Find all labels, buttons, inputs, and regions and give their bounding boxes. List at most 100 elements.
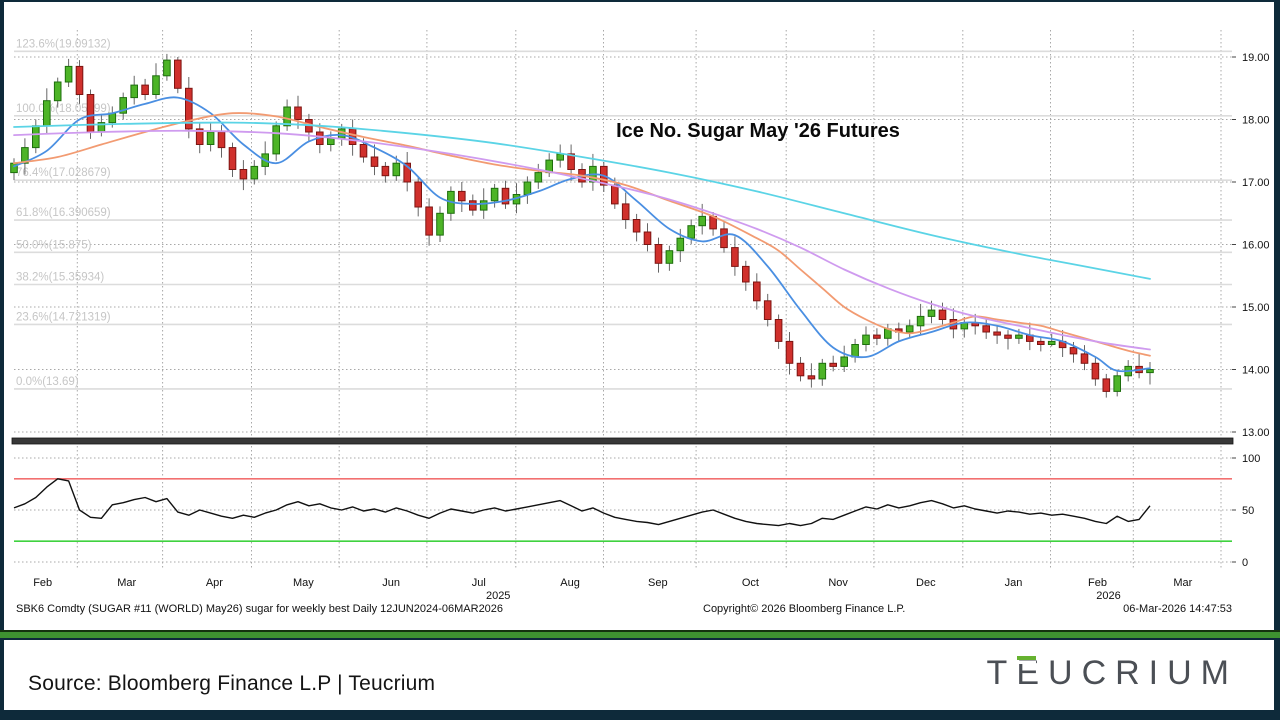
candle-down [239,169,248,180]
candle-up [392,162,401,177]
candle-up [698,215,707,227]
candles-group [10,53,1154,398]
candle-down [621,203,630,220]
candle-up [556,153,565,161]
candle-up [43,100,51,127]
candle-up [665,250,674,264]
fib-label: 0.0%(13.69) [16,376,79,388]
candle-down [458,190,466,202]
month-label: Apr [206,577,223,589]
candle-up [905,325,914,333]
candle-up [1113,375,1122,392]
oscillator-tick-label: 0 [1242,557,1248,569]
price-tick-label: 15.00 [1242,302,1270,314]
candle-down [1004,334,1012,339]
candle-up [283,106,291,127]
candle-down [1080,353,1089,364]
candle-down [1037,340,1045,345]
candle-up [119,97,128,114]
candle-down [1091,362,1100,380]
candle-up [1146,369,1154,374]
candle-down [195,128,204,145]
green-divider-bar [0,630,1280,638]
month-label: Nov [828,577,848,589]
axis-labels-group: 19.00 18.00 17.00 16.00 15.00 14.00 13.00 100 50… [33,52,1269,602]
candle-down [469,200,477,211]
month-label: Jan [1005,577,1023,589]
timestamp-text: 06-Mar-2026 14:47:53 [1123,603,1232,615]
candle-up [1047,340,1056,345]
month-label: Jul [472,577,486,589]
candle-up [337,128,346,139]
year-label: 2026 [1096,590,1120,602]
oscillator-tick-label: 100 [1242,453,1260,465]
moving-averages-group [13,96,1151,373]
footer: Source: Bloomberg Finance L.P | Teucrium… [4,640,1274,710]
candle-down [228,147,237,171]
candle-up [851,344,859,358]
price-tick-label: 19.00 [1242,52,1270,64]
price-tick-label: 16.00 [1242,240,1270,252]
candle-down [763,300,772,320]
candle-up [32,125,40,149]
month-label: Sep [648,577,668,589]
price-tick-label: 18.00 [1242,115,1270,127]
candle-up [152,75,160,96]
candle-up [687,225,696,239]
candle-up [163,59,171,77]
gridlines-group [14,30,1232,570]
candle-up [523,181,532,195]
chart-footnote: SBK6 Comdty (SUGAR #11 (WORLD) May26) su… [16,603,503,615]
month-label: Oct [742,577,759,589]
fib-label: 100.0%(18.05999) [16,103,111,115]
logo-letters-rest: UCRIUM [1048,654,1238,692]
candle-up [21,147,29,164]
candle-up [534,172,543,183]
candle-down [1102,378,1111,392]
ma-line-short-ma [13,96,1151,373]
candle-down [643,231,652,245]
ma-line-longest-ma [13,121,1151,280]
bloomberg-chart-svg: 123.6%(19.09132) 100.0%(18.05999) 76.4%(17… [10,30,1270,615]
month-label: Feb [1088,577,1107,589]
chart-title: Ice No. Sugar May '26 Futures [616,120,900,142]
logo-letter-t: T [986,654,1017,692]
candle-down [632,219,641,233]
candle-down [873,334,881,339]
candle-down [796,362,805,377]
month-label: May [293,577,314,589]
candle-down [654,244,663,264]
candle-up [64,65,73,83]
candle-down [807,375,816,380]
candle-down [174,59,182,89]
candle-down [414,181,422,208]
copyright-text: Copyright© 2026 Bloomberg Finance L.P. [703,603,905,615]
candle-down [938,309,947,321]
candle-down [1069,347,1078,355]
oscillator-line [13,478,1151,527]
month-label: Jun [382,577,400,589]
price-tick-label: 13.00 [1242,427,1270,439]
candle-down [217,131,226,149]
candle-down [185,87,193,130]
candle-down [720,228,728,249]
candle-up [206,131,215,145]
candle-down [370,156,379,167]
fib-label: 123.6%(19.09132) [16,38,111,50]
logo-letter-e-green-bar: E [1016,654,1049,692]
candle-down [774,319,783,342]
month-label: Dec [916,577,936,589]
month-label: Mar [1173,577,1192,589]
candle-down [753,281,761,302]
candle-down [294,106,302,120]
candle-up [272,125,280,155]
candle-up [479,200,488,211]
oscillator-group [13,477,1232,543]
candle-down [993,331,1001,336]
ma-line-medium-ma [13,112,1151,357]
fib-label: 38.2%(15.35934) [16,272,104,284]
month-label: Feb [33,577,52,589]
ma-line-long-ma [13,129,1151,351]
candle-down [141,84,149,95]
